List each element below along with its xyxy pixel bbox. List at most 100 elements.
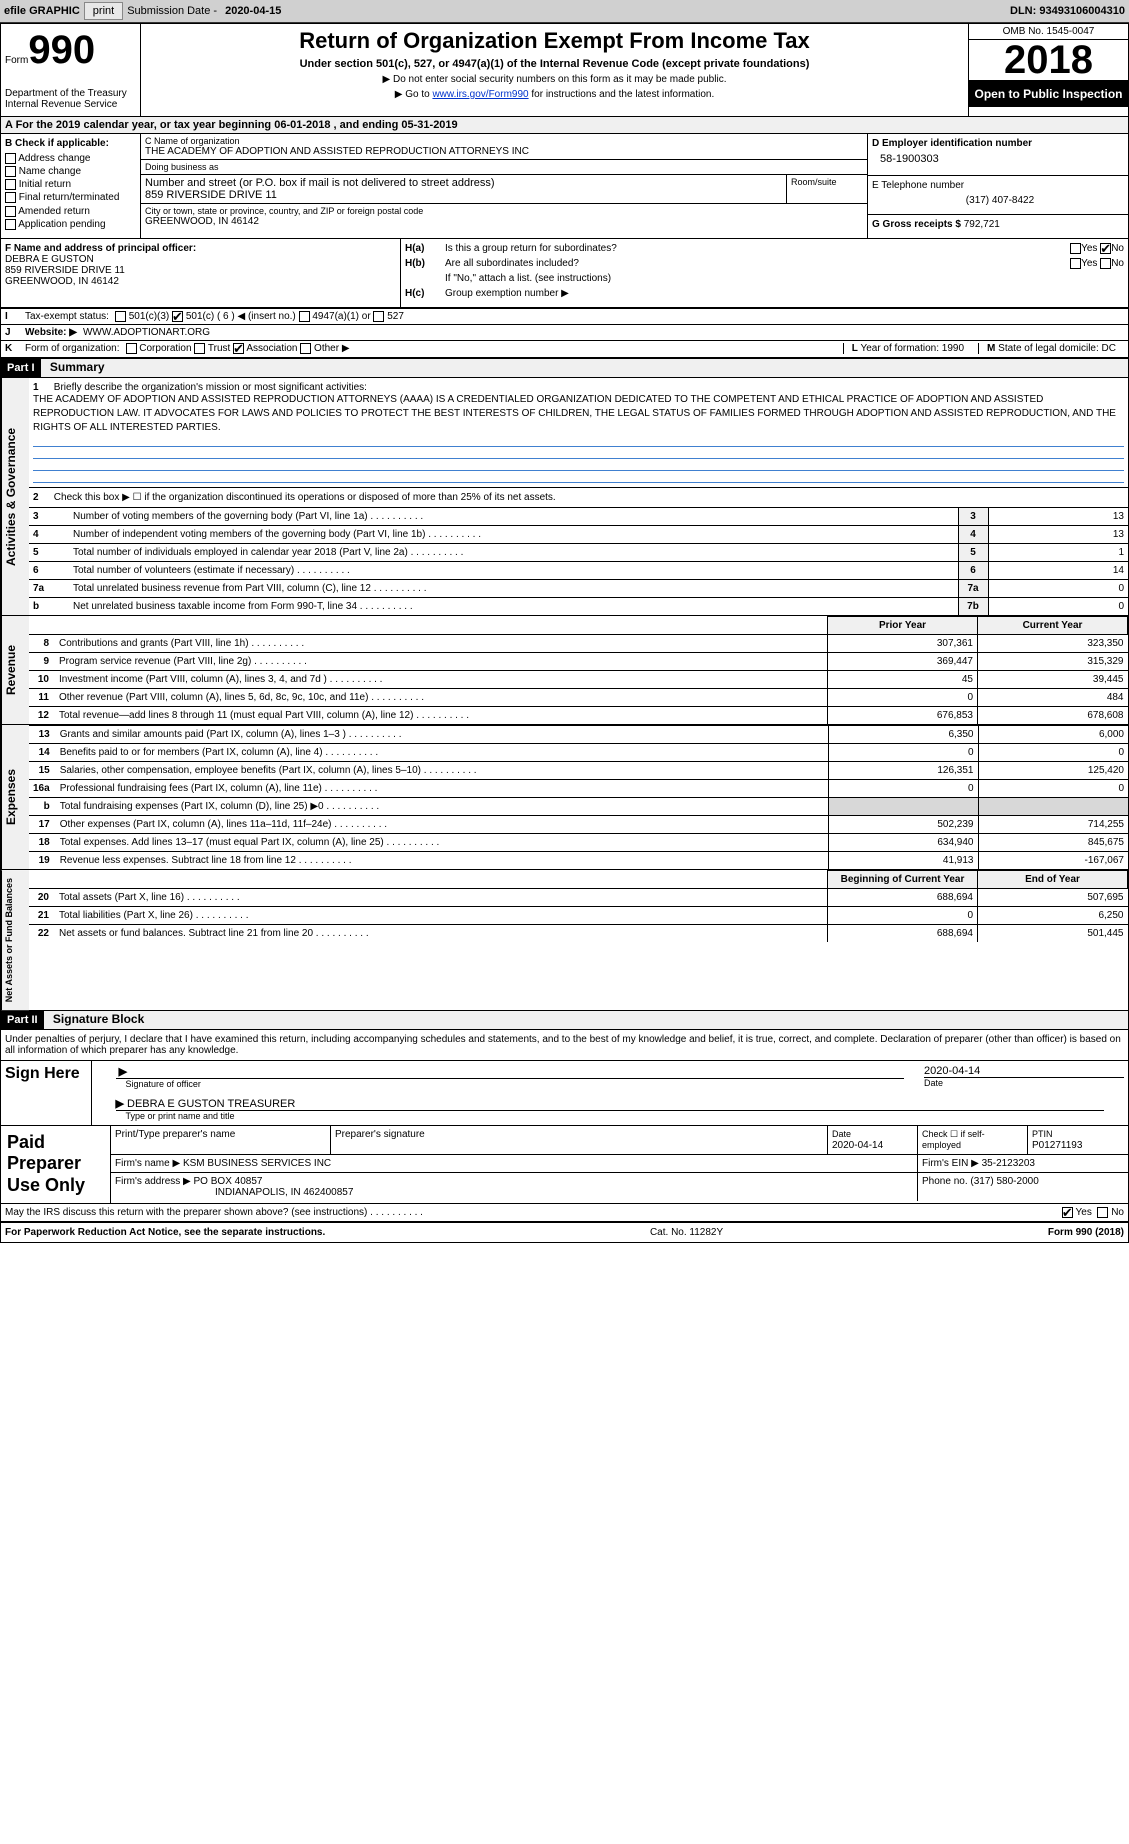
org-name: THE ACADEMY OF ADOPTION AND ASSISTED REP… [145, 146, 863, 157]
tax-year: 2018 [969, 40, 1128, 81]
row-l-label: L [852, 343, 858, 354]
line2-text: Check this box ▶ ☐ if the organization d… [54, 492, 556, 503]
paid-preparer-label: Paid Preparer Use Only [1, 1126, 111, 1203]
part2-label: Part II [1, 1011, 44, 1029]
colb-checkbox[interactable] [5, 179, 16, 190]
sign-here: Sign Here [1, 1060, 91, 1125]
org-form-checkbox[interactable] [300, 343, 311, 354]
colb-checkbox[interactable] [5, 153, 16, 164]
hc-label: H(c) [405, 288, 445, 299]
firm-phone: (317) 580-2000 [970, 1176, 1038, 1187]
org-form-checkbox[interactable] [233, 343, 244, 354]
ha-label: H(a) [405, 243, 445, 254]
line2-num: 2 [33, 492, 51, 503]
officer-typed-name: DEBRA E GUSTON TREASURER [127, 1098, 295, 1110]
row-i-text: Tax-exempt status: [25, 311, 109, 322]
street-label: Number and street (or P.O. box if mail i… [145, 177, 782, 189]
ssn-warning: ▶ Do not enter social security numbers o… [149, 74, 960, 85]
prior-year-header: Prior Year [828, 616, 978, 634]
colb-checkbox[interactable] [5, 166, 16, 177]
part1-label: Part I [1, 359, 41, 377]
may-irs-no-checkbox[interactable] [1097, 1207, 1108, 1218]
org-form-checkbox[interactable] [194, 343, 205, 354]
row-m-label: M [987, 343, 995, 354]
room-label: Room/suite [791, 177, 863, 187]
hb-yes-checkbox[interactable] [1070, 258, 1081, 269]
firm-ein: 35-2123203 [982, 1158, 1035, 1169]
line1-text: Briefly describe the organization's miss… [54, 382, 367, 393]
vtab-expenses: Expenses [1, 725, 29, 869]
may-irs-no-lbl: No [1111, 1207, 1124, 1218]
colb-checkbox[interactable] [5, 192, 16, 203]
prep-date-lbl: Date [832, 1129, 851, 1139]
ha-yes-checkbox[interactable] [1070, 243, 1081, 254]
vtab-revenue: Revenue [1, 616, 29, 724]
mission-statement: THE ACADEMY OF ADOPTION AND ASSISTED REP… [33, 393, 1124, 435]
org-form-checkbox[interactable] [126, 343, 137, 354]
ptin-lbl: PTIN [1032, 1129, 1053, 1139]
phone-label: E Telephone number [872, 180, 1128, 191]
firm-phone-lbl: Phone no. [922, 1176, 970, 1187]
open-to-public: Open to Public Inspection [969, 81, 1128, 107]
ptin-value: P01271193 [1032, 1140, 1082, 1151]
hc-text: Group exemption number ▶ [445, 288, 1124, 299]
tax-status-checkbox[interactable] [172, 311, 183, 322]
sig-officer-label: Signature of officer [126, 1079, 925, 1089]
row-j-text: Website: ▶ [25, 327, 77, 338]
city-label: City or town, state or province, country… [145, 206, 863, 216]
form-footer: Form 990 (2018) [1048, 1227, 1124, 1238]
period-end: 05-31-2019 [401, 119, 457, 131]
part1-title: Summary [44, 357, 111, 377]
gross-value: 792,721 [964, 219, 1000, 230]
phone-value: (317) 407-8422 [872, 191, 1128, 210]
print-button[interactable]: print [84, 2, 123, 20]
tax-status-checkbox[interactable] [299, 311, 310, 322]
row-l-text: Year of formation: [860, 343, 941, 354]
street-value: 859 RIVERSIDE DRIVE 11 [145, 189, 782, 201]
current-year-header: Current Year [978, 616, 1128, 634]
state-domicile: DC [1102, 343, 1116, 354]
may-irs-yes-checkbox[interactable] [1062, 1207, 1073, 1218]
efile-graphic: efile GRAPHIC [4, 5, 80, 17]
may-irs-yes-lbl: Yes [1076, 1207, 1092, 1218]
prep-name-label: Print/Type preparer's name [111, 1126, 331, 1154]
officer-addr1: 859 RIVERSIDE DRIVE 11 [5, 265, 125, 276]
firm-addr2: INDIANAPOLIS, IN 462400857 [215, 1187, 353, 1198]
tax-status-checkbox[interactable] [115, 311, 126, 322]
submission-date: 2020-04-15 [225, 5, 281, 17]
firm-ein-lbl: Firm's EIN ▶ [922, 1158, 979, 1169]
dept-treasury: Department of the Treasury Internal Reve… [5, 88, 136, 110]
goto-pre: ▶ Go to [395, 89, 433, 100]
vtab-governance: Activities & Governance [1, 378, 29, 615]
firm-name-lbl: Firm's name ▶ [115, 1158, 180, 1169]
ein-value: 58-1900303 [872, 153, 1124, 165]
hb-note: If "No," attach a list. (see instruction… [445, 273, 1124, 284]
row-j-label: J [5, 327, 19, 338]
dba-label: Doing business as [145, 162, 863, 172]
row-k-label: K [5, 343, 19, 354]
city-value: GREENWOOD, IN 46142 [145, 216, 863, 227]
part2-title: Signature Block [47, 1009, 150, 1029]
goto-post: for instructions and the latest informat… [529, 89, 715, 100]
colb-checkbox[interactable] [5, 219, 16, 230]
line1-num: 1 [33, 382, 51, 393]
irs-link[interactable]: www.irs.gov/Form990 [432, 89, 528, 100]
sig-date-label: Date [924, 1078, 1124, 1088]
begin-year-header: Beginning of Current Year [828, 870, 978, 888]
form-title: Return of Organization Exempt From Incom… [149, 28, 960, 54]
officer-name: DEBRA E GUSTON [5, 254, 94, 265]
colb-checkbox[interactable] [5, 206, 16, 217]
period-begin: 06-01-2018 [274, 119, 330, 131]
ha-no-checkbox[interactable] [1100, 243, 1111, 254]
col-b-title: B Check if applicable: [5, 138, 136, 149]
officer-addr2: GREENWOOD, IN 46142 [5, 276, 119, 287]
firm-addr1: PO BOX 40857 [194, 1176, 263, 1187]
form-number: 990 [28, 28, 95, 72]
may-irs-text: May the IRS discuss this return with the… [5, 1207, 367, 1218]
hb-no-checkbox[interactable] [1100, 258, 1111, 269]
gross-label: G Gross receipts $ [872, 219, 964, 230]
prep-sig-label: Preparer's signature [331, 1126, 828, 1154]
self-emp-label: Check ☐ if self-employed [918, 1126, 1028, 1154]
vtab-netassets: Net Assets or Fund Balances [1, 870, 29, 1010]
tax-status-checkbox[interactable] [373, 311, 384, 322]
